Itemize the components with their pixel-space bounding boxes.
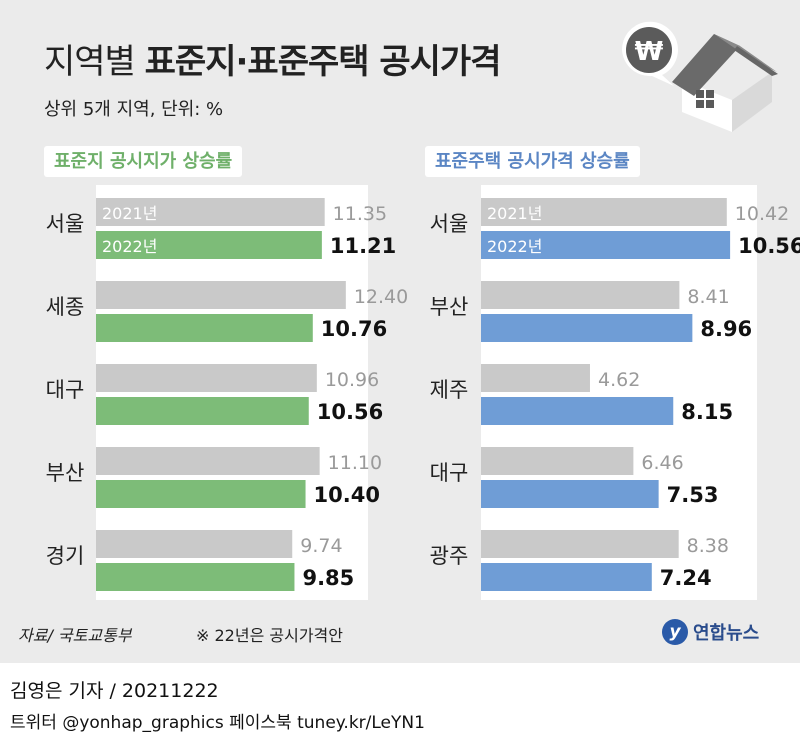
house-bar-2021 bbox=[481, 364, 590, 392]
source-note: 자료/ 국토교통부 bbox=[18, 626, 132, 645]
land-category-label: 대구 bbox=[46, 378, 85, 402]
won-speech-bubble-icon: ₩ bbox=[621, 21, 678, 87]
land-bar-2022 bbox=[96, 231, 322, 259]
house-category-label: 서울 bbox=[430, 212, 469, 236]
house-value-label: 4.62 bbox=[598, 369, 640, 391]
reporter-credit: 김영은 기자 / 20211222 bbox=[10, 680, 219, 702]
land-category-label: 경기 bbox=[46, 544, 85, 568]
house-value-label: 7.24 bbox=[660, 566, 712, 590]
land-bar-2021 bbox=[96, 530, 293, 558]
land-legend-label: 2022년 bbox=[102, 237, 157, 256]
house-value-label: 10.42 bbox=[735, 203, 789, 225]
house-value-label: 6.46 bbox=[641, 452, 683, 474]
land-value-label: 10.76 bbox=[321, 317, 387, 341]
land-value-label: 10.96 bbox=[325, 369, 379, 391]
house-value-label: 8.15 bbox=[681, 400, 733, 424]
land-category-label: 부산 bbox=[46, 461, 85, 485]
title-regular: 지역별 bbox=[44, 42, 145, 82]
yonhap-logo: y 연합뉴스 bbox=[662, 617, 759, 647]
land-bar-2022 bbox=[96, 480, 306, 508]
logo-mark: y bbox=[662, 619, 688, 645]
land-price-bar-chart: 서울 2021년 11.35 2022년 11.21 세종 12.40 10.76 대구 10.9… bbox=[46, 198, 408, 591]
house-bar-2022 bbox=[481, 231, 731, 259]
land-bar-2021 bbox=[96, 364, 317, 392]
svg-text:₩: ₩ bbox=[635, 37, 664, 67]
social-links: 트위터 @yonhap_graphics 페이스북 tuney.kr/LeYN1 bbox=[10, 713, 425, 733]
house-price-bar-chart: 서울 2021년 10.42 2022년 10.56 부산 8.41 8.96 제주 4.62 8.… bbox=[430, 198, 800, 591]
land-value-label: 10.40 bbox=[314, 483, 380, 507]
house-legend-label: 2021년 bbox=[487, 204, 542, 223]
won-house-illustration: ₩ bbox=[621, 21, 778, 132]
house-chart-title: 표준주택 공시가격 상승률 bbox=[425, 146, 640, 177]
land-category-label: 서울 bbox=[46, 212, 85, 236]
house-bar-2021 bbox=[481, 530, 679, 558]
land-value-label: 11.21 bbox=[330, 234, 396, 258]
house-value-label: 7.53 bbox=[667, 483, 719, 507]
land-value-label: 11.10 bbox=[328, 452, 382, 474]
house-value-label: 8.41 bbox=[687, 286, 729, 308]
land-value-label: 12.40 bbox=[354, 286, 408, 308]
house-icon bbox=[672, 34, 778, 132]
house-bar-2022 bbox=[481, 563, 652, 591]
house-bar-2021 bbox=[481, 198, 727, 226]
land-value-label: 9.85 bbox=[302, 566, 354, 590]
land-bar-2021 bbox=[96, 447, 320, 475]
land-bar-2021 bbox=[96, 198, 325, 226]
house-bar-2022 bbox=[481, 480, 659, 508]
logo-name: 연합뉴스 bbox=[693, 623, 760, 644]
land-chart-title: 표준지 공시지가 상승률 bbox=[44, 146, 243, 177]
land-bar-2022 bbox=[96, 563, 295, 591]
house-bar-2021 bbox=[481, 281, 680, 309]
house-bar-2022 bbox=[481, 314, 693, 342]
land-value-label: 10.56 bbox=[317, 400, 383, 424]
land-value-label: 9.74 bbox=[300, 535, 342, 557]
title-bold: 표준지·표준주택 공시가격 bbox=[144, 42, 502, 82]
page-title: 지역별 표준지·표준주택 공시가격 bbox=[44, 34, 501, 83]
house-value-label: 8.96 bbox=[700, 317, 752, 341]
house-value-label: 10.56 bbox=[738, 234, 800, 258]
page-subtitle: 상위 5개 지역, 단위: % bbox=[44, 99, 224, 120]
land-bar-2022 bbox=[96, 314, 313, 342]
house-bar-2021 bbox=[481, 447, 634, 475]
land-bar-2022 bbox=[96, 397, 309, 425]
land-value-label: 11.35 bbox=[333, 203, 387, 225]
house-category-label: 부산 bbox=[430, 295, 469, 319]
house-category-label: 광주 bbox=[430, 544, 469, 568]
house-bar-2022 bbox=[481, 397, 674, 425]
land-category-label: 세종 bbox=[46, 295, 85, 319]
land-bar-2021 bbox=[96, 281, 346, 309]
land-legend-label: 2021년 bbox=[102, 204, 157, 223]
house-legend-label: 2022년 bbox=[487, 237, 542, 256]
footnote: ※ 22년은 공시가격안 bbox=[196, 626, 343, 645]
house-category-label: 제주 bbox=[430, 378, 469, 402]
house-category-label: 대구 bbox=[430, 461, 469, 485]
house-value-label: 8.38 bbox=[687, 535, 729, 557]
